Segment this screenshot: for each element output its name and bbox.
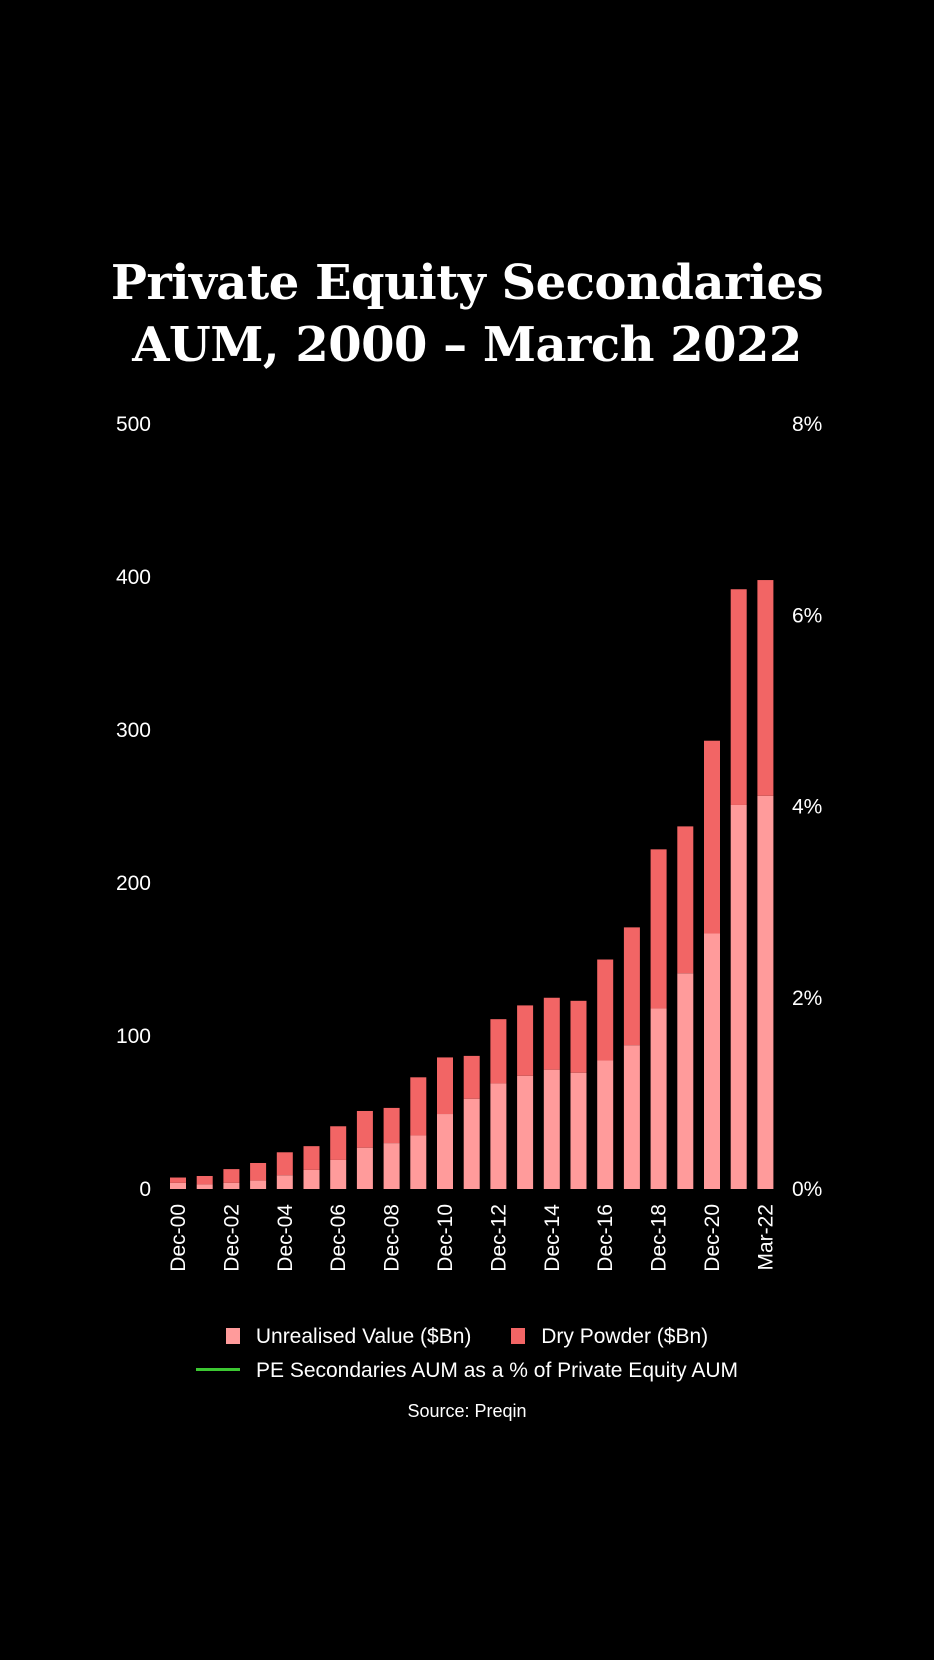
y-tick-label: 500 bbox=[116, 413, 151, 436]
bar-unrealised-value bbox=[570, 1072, 587, 1189]
bar-unrealised-value bbox=[196, 1184, 213, 1189]
bar-dry-powder bbox=[196, 1175, 213, 1185]
x-tick-label: Dec-14 bbox=[541, 1204, 564, 1272]
bar-dry-powder bbox=[704, 740, 720, 934]
bar-unrealised-value bbox=[704, 933, 720, 1189]
bar-unrealised-value bbox=[170, 1182, 186, 1189]
bar-unrealised-value bbox=[303, 1169, 320, 1189]
bar-unrealised-value bbox=[543, 1069, 560, 1189]
legend-row-1: Unrealised Value ($Bn) Dry Powder ($Bn) bbox=[0, 1325, 934, 1349]
bar-dry-powder bbox=[170, 1177, 186, 1183]
bar-unrealised-value bbox=[330, 1159, 347, 1189]
bar-dry-powder bbox=[330, 1126, 347, 1160]
chart-title-line-1: Private Equity Secondaries bbox=[110, 255, 824, 311]
bar-dry-powder bbox=[570, 1000, 587, 1073]
x-tick-label: Dec-00 bbox=[167, 1204, 190, 1272]
bar-unrealised-value bbox=[410, 1135, 427, 1189]
legend-label-unrealised: Unrealised Value ($Bn) bbox=[255, 1325, 472, 1348]
x-tick-label: Dec-10 bbox=[434, 1204, 457, 1272]
x-tick-label: Dec-20 bbox=[701, 1204, 724, 1272]
bar-dry-powder bbox=[677, 826, 694, 974]
bar-dry-powder bbox=[356, 1110, 373, 1148]
bar-unrealised-value bbox=[463, 1098, 480, 1189]
bar-dry-powder bbox=[276, 1152, 293, 1176]
y-tick-label: 0 bbox=[139, 1178, 151, 1201]
bar-dry-powder bbox=[410, 1077, 427, 1136]
y-tick-label: 400 bbox=[116, 566, 151, 589]
x-tick-label: Dec-06 bbox=[327, 1204, 350, 1272]
x-tick-label: Dec-16 bbox=[594, 1204, 617, 1272]
bar-dry-powder bbox=[463, 1055, 480, 1099]
bar-unrealised-value bbox=[517, 1075, 534, 1189]
legend-row-2: PE Secondaries AUM as a % of Private Equ… bbox=[0, 1359, 934, 1383]
bar-dry-powder bbox=[490, 1019, 507, 1084]
bar-unrealised-value bbox=[730, 804, 747, 1189]
bar-dry-powder bbox=[597, 959, 614, 1061]
y2-tick-label: 6% bbox=[792, 604, 822, 627]
bar-unrealised-value bbox=[250, 1180, 267, 1189]
x-tick-label: Dec-02 bbox=[220, 1204, 243, 1272]
y-tick-label: 300 bbox=[116, 719, 151, 742]
chart-title: Private Equity Secondaries AUM, 2000 – M… bbox=[0, 252, 934, 376]
bar-unrealised-value bbox=[757, 795, 774, 1189]
source-note: Source: Preqin bbox=[407, 1401, 527, 1421]
bar-dry-powder bbox=[650, 849, 667, 1009]
x-tick-label: Mar-22 bbox=[754, 1204, 777, 1271]
bar-unrealised-value bbox=[650, 1008, 667, 1189]
y2-tick-label: 4% bbox=[792, 796, 822, 819]
y2-tick-label: 0% bbox=[792, 1178, 822, 1201]
legend-label-dry-powder: Dry Powder ($Bn) bbox=[541, 1325, 709, 1348]
bar-unrealised-value bbox=[356, 1147, 373, 1189]
bar-unrealised-value bbox=[490, 1083, 507, 1189]
bar-dry-powder bbox=[250, 1162, 267, 1181]
bar-unrealised-value bbox=[677, 973, 694, 1189]
bar-dry-powder bbox=[517, 1005, 534, 1076]
bar-dry-powder bbox=[623, 927, 640, 1046]
bar-unrealised-value bbox=[383, 1143, 400, 1189]
bar-dry-powder bbox=[303, 1146, 320, 1170]
legend-label-pe-percent: PE Secondaries AUM as a % of Private Equ… bbox=[255, 1359, 739, 1382]
y2-tick-label: 2% bbox=[792, 987, 822, 1010]
legend-swatch-unrealised bbox=[225, 1328, 240, 1344]
bar-dry-powder bbox=[543, 997, 560, 1070]
x-tick-label: Dec-04 bbox=[274, 1204, 297, 1272]
y-tick-label: 100 bbox=[116, 1025, 151, 1048]
legend-line-pe-percent bbox=[195, 1368, 240, 1371]
y2-tick-label: 8% bbox=[792, 413, 822, 436]
x-tick-label: Dec-08 bbox=[381, 1204, 404, 1272]
chart-title-line-2: AUM, 2000 – March 2022 bbox=[132, 317, 802, 373]
bar-unrealised-value bbox=[276, 1175, 293, 1189]
y-tick-label: 200 bbox=[116, 872, 151, 895]
bar-dry-powder bbox=[757, 580, 774, 796]
x-tick-label: Dec-18 bbox=[648, 1204, 671, 1272]
bar-dry-powder bbox=[383, 1107, 400, 1144]
bar-unrealised-value bbox=[437, 1114, 453, 1189]
bar-dry-powder bbox=[730, 589, 747, 805]
bar-dry-powder bbox=[223, 1169, 240, 1183]
legend-swatch-dry-powder bbox=[511, 1328, 526, 1344]
bar-unrealised-value bbox=[623, 1045, 640, 1189]
bar-unrealised-value bbox=[223, 1182, 240, 1189]
x-tick-label: Dec-12 bbox=[487, 1204, 510, 1272]
bar-unrealised-value bbox=[597, 1060, 614, 1189]
bar-dry-powder bbox=[437, 1057, 453, 1115]
